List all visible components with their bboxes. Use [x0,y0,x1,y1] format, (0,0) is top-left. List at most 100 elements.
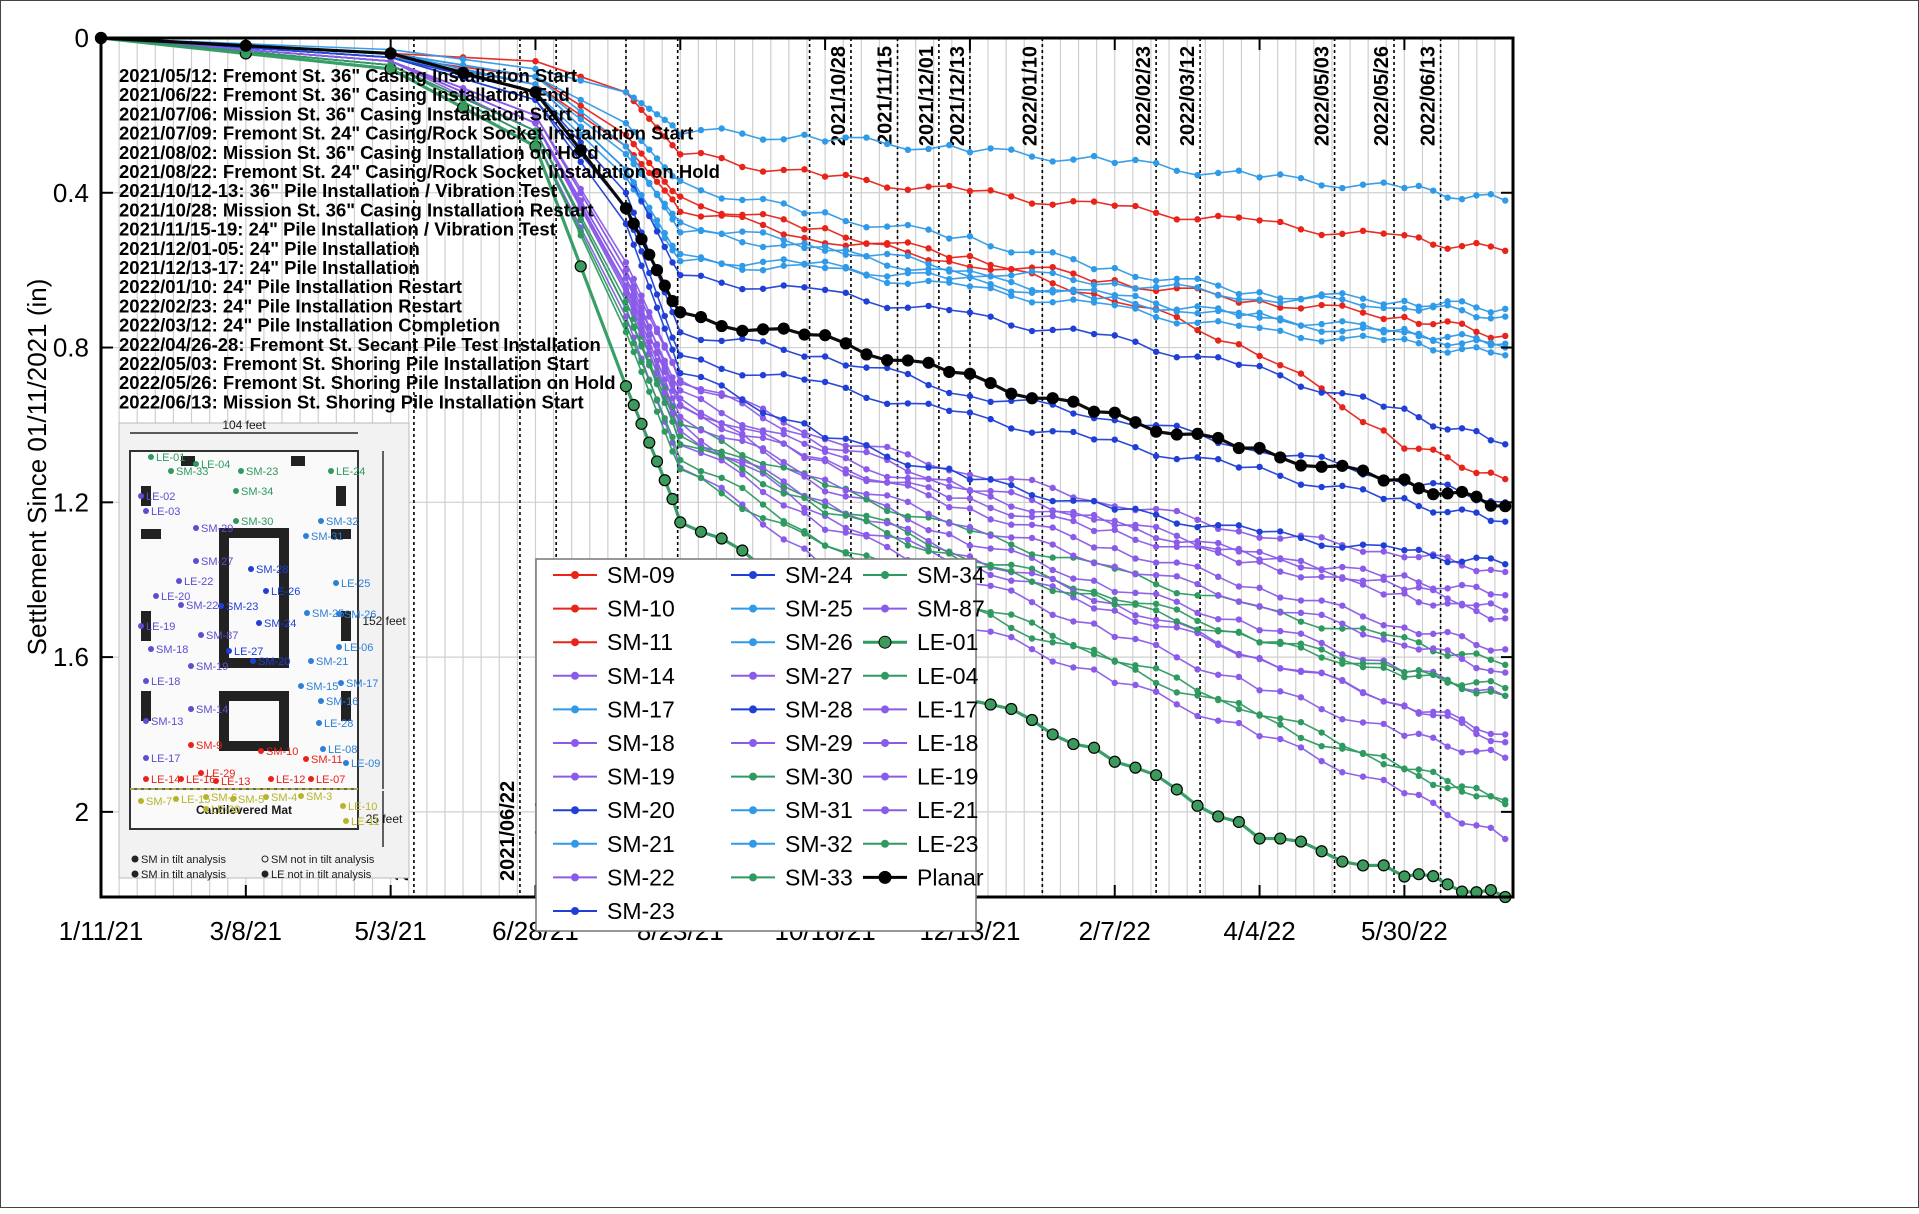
data-point-sm-87 [1297,597,1305,604]
inset-legend-label: SM in tilt analysis [141,854,226,866]
data-point-le-21 [966,523,974,531]
data-point-le-23 [1152,607,1160,614]
data-point-sm-27 [646,308,653,316]
data-point-le-04 [1473,784,1480,792]
data-point-sm-28 [759,409,767,417]
inset-point-label: SM-87 [206,630,238,642]
data-point-sm-31 [653,191,661,199]
data-point-le-18 [1380,720,1387,728]
data-point-planar [1377,474,1390,487]
data-point-sm-14 [1152,590,1160,598]
data-point-sm-25 [759,136,767,143]
data-point-sm-22 [1339,769,1346,776]
inset-marker [203,806,209,812]
data-point-sm-31 [966,273,974,280]
data-point-sm-87 [1473,641,1480,649]
data-point-le-01 [627,398,640,412]
data-point-sm-20 [759,285,767,292]
data-point-sm-33 [1380,753,1387,760]
data-point-le-01 [1212,810,1225,823]
data-point-sm-19 [1028,496,1036,504]
inset-marker [148,646,154,652]
data-point-le-23 [1256,639,1263,646]
data-point-sm-31 [1214,307,1222,315]
data-point-le-17 [1415,709,1422,716]
data-point-planar [881,354,894,367]
data-point-sm-87 [1173,559,1181,566]
data-point-sm-32 [577,96,584,104]
data-point-sm-27 [1152,505,1160,513]
data-point-sm-17 [677,257,684,265]
data-point-sm-28 [697,373,705,381]
data-point-sm-24 [904,370,912,378]
data-point-planar [1441,487,1454,500]
legend-label: LE-19 [917,764,978,790]
data-point-sm-18 [1132,618,1139,625]
data-point-sm-31 [821,247,829,254]
data-point-sm-26 [883,273,891,280]
data-point-sm-11 [669,187,676,195]
legend-label: SM-25 [785,596,853,622]
data-point-planar [1170,428,1183,441]
data-point-sm-28 [1430,552,1437,560]
data-point-le-23 [653,380,661,388]
inset-marker [173,796,179,802]
data-point-le-21 [1318,611,1325,619]
data-point-sm-87 [1132,555,1139,562]
inset-legend-marker [261,870,269,878]
data-point-sm-20 [801,284,808,291]
legend-swatch-marker [749,705,757,714]
data-point-le-18 [1444,743,1451,750]
data-point-sm-27 [630,275,637,283]
annotation-text: 2022/01/10: 24" Pile Installation Restar… [119,276,462,297]
data-point-le-19 [1111,517,1118,525]
data-point-sm-31 [661,203,668,211]
inset-legend-label: LE not in tilt analysis [271,869,372,881]
data-point-sm-25 [1111,159,1118,167]
data-point-le-19 [1152,534,1160,542]
data-point-sm-20 [966,309,974,316]
data-point-sm-30 [863,512,870,520]
data-point-sm-21 [966,267,974,274]
data-point-planar [1067,395,1080,408]
data-point-sm-14 [1070,575,1077,582]
data-point-sm-21 [1028,268,1036,275]
data-point-sm-33 [1297,718,1305,726]
data-point-sm-27 [1256,534,1263,541]
legend-label: LE-23 [917,831,978,857]
inset-marker [193,525,199,531]
data-point-sm-22 [1111,679,1118,687]
data-point-le-23 [577,216,584,224]
data-point-le-21 [1256,603,1263,610]
data-point-sm-27 [904,451,912,458]
data-point-sm-22 [1008,633,1015,641]
data-point-le-01 [984,698,997,711]
data-point-sm-32 [1070,255,1077,263]
data-point-sm-11 [1008,266,1015,273]
data-point-sm-23 [759,371,767,379]
data-point-sm-19 [1008,488,1015,496]
data-point-sm-11 [883,239,891,247]
data-point-sm-23 [1008,425,1015,432]
data-point-sm-32 [630,128,637,136]
data-point-sm-26 [1090,295,1098,303]
inset-wall [141,529,161,539]
legend-swatch-marker [571,806,579,815]
legend-swatch-marker [881,806,889,815]
data-point-le-04 [1152,679,1160,687]
event-label: 2022/03/12 [1177,46,1199,146]
data-point-sm-10 [1256,217,1263,224]
data-point-le-18 [987,582,994,589]
data-point-sm-14 [1235,616,1243,623]
data-point-le-17 [1277,665,1284,672]
data-point-sm-17 [780,262,787,269]
data-point-le-01 [1274,832,1287,845]
data-point-sm-10 [677,151,684,158]
data-point-le-23 [532,127,539,135]
data-point-sm-19 [946,476,953,484]
data-point-planar [1315,460,1328,473]
data-point-sm-29 [1070,517,1077,525]
inset-marker [248,566,254,572]
data-point-sm-11 [863,240,870,247]
inset-marker [193,558,199,564]
